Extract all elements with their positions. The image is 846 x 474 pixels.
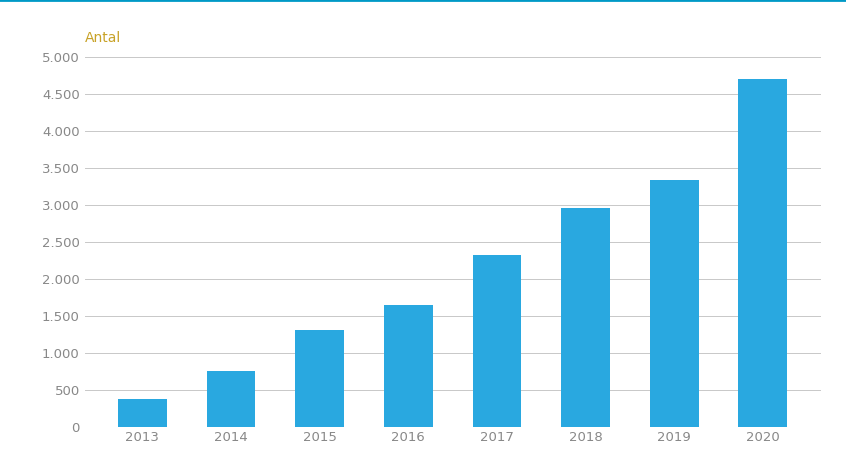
Bar	[295, 330, 344, 427]
Bar	[561, 208, 610, 427]
Bar	[473, 255, 521, 427]
Bar	[384, 305, 432, 427]
Bar	[739, 79, 787, 427]
Bar	[206, 371, 255, 427]
Text: Antal: Antal	[85, 31, 121, 45]
Bar	[650, 180, 699, 427]
Bar	[118, 399, 167, 427]
